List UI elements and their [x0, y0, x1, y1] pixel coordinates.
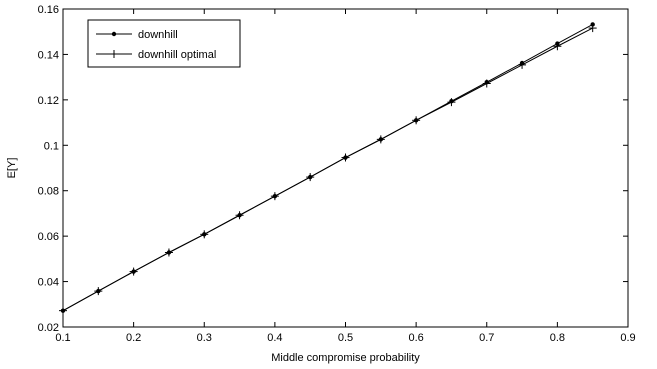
data-point [482, 79, 491, 88]
data-point [164, 248, 173, 257]
x-tick-label: 0.8 [550, 332, 565, 344]
legend-label: downhill [138, 29, 178, 41]
data-point [553, 42, 562, 51]
y-tick-label: 0.06 [38, 231, 59, 243]
legend-entry: downhill [96, 29, 178, 41]
series-line [62, 27, 593, 312]
data-point [59, 306, 67, 315]
data-point [341, 153, 350, 162]
x-tick-label: 0.7 [479, 332, 494, 344]
series-downhill-optimal [59, 24, 597, 315]
data-point [447, 98, 456, 107]
y-tick-label: 0.14 [38, 49, 59, 61]
legend-marker [110, 50, 118, 58]
y-tick-label: 0.12 [38, 95, 59, 107]
data-point [518, 60, 527, 69]
y-axis: 0.02 0.04 0.06 0.08 0.1 0.12 0.14 0.16 [38, 4, 628, 334]
x-axis: 0.1 0.2 0.3 0.4 0.5 0.6 0.7 0.8 0.9 [55, 9, 636, 344]
data-point [412, 116, 421, 125]
x-tick-label: 0.5 [338, 332, 353, 344]
x-tick-label: 0.9 [620, 332, 635, 344]
data-point [306, 173, 315, 182]
y-tick-label: 0.1 [44, 140, 59, 152]
x-tick-label: 0.2 [126, 332, 141, 344]
y-tick-label: 0.04 [38, 277, 59, 289]
x-tick-label: 0.4 [267, 332, 282, 344]
data-point [94, 287, 103, 296]
legend-box [87, 19, 241, 68]
y-tick-label: 0.08 [38, 186, 59, 198]
legend-marker [111, 31, 117, 37]
data-point [376, 135, 385, 144]
data-point [129, 267, 138, 276]
series-layer [59, 22, 597, 315]
x-tick-label: 0.3 [197, 332, 212, 344]
y-tick-label: 0.02 [38, 322, 59, 334]
data-point [200, 230, 209, 239]
data-point [270, 192, 279, 201]
x-tick-label: 0.1 [55, 332, 70, 344]
data-point [588, 24, 597, 33]
y-axis-label: E[Y] [6, 158, 18, 179]
legend-entry: downhill optimal [96, 49, 216, 61]
x-tick-label: 0.6 [408, 332, 423, 344]
legend: downhill downhill optimal [87, 19, 241, 68]
data-point [235, 211, 244, 220]
legend-label: downhill optimal [138, 49, 216, 61]
x-axis-label: Middle compromise probability [271, 352, 420, 364]
y-tick-label: 0.16 [38, 4, 59, 16]
